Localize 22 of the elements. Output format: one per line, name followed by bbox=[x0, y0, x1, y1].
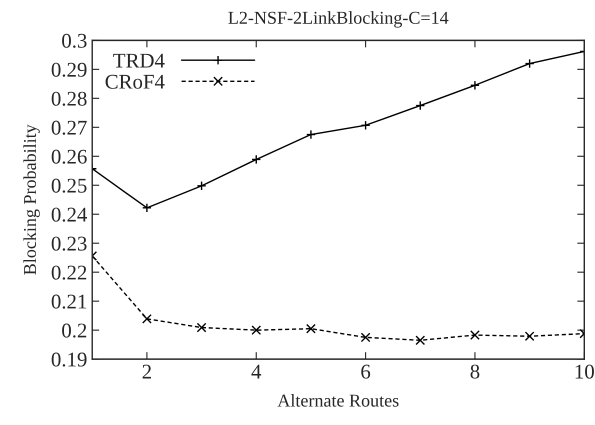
y-tick-label: 0.29 bbox=[52, 62, 87, 77]
x-tick-label: 8 bbox=[470, 364, 480, 379]
y-tick-label: 0.3 bbox=[62, 34, 87, 48]
x-tick-label: 6 bbox=[361, 364, 370, 379]
y-tick-label: 0.28 bbox=[52, 92, 87, 106]
y-tick-label: 0.26 bbox=[52, 150, 87, 164]
legend-label: TRD4 bbox=[113, 54, 165, 68]
x-tick-label: 4 bbox=[251, 364, 262, 378]
y-tick-label: 0.2 bbox=[62, 324, 86, 338]
legend-label: CRoF4 bbox=[106, 74, 165, 89]
y-tick-label: 0.27 bbox=[52, 120, 87, 135]
x-tick-label: 2 bbox=[142, 364, 151, 378]
y-tick-label: 0.25 bbox=[52, 178, 87, 193]
x-tick-label: 10 bbox=[576, 364, 594, 379]
y-tick-label: 0.21 bbox=[52, 294, 86, 309]
chart-title: L2-NSF-2LinkBlocking-C=14 bbox=[228, 11, 448, 28]
x-axis-title: Alternate Routes bbox=[278, 394, 399, 407]
y-tick-label: 0.23 bbox=[52, 236, 87, 251]
y-tick-label: 0.24 bbox=[52, 208, 88, 222]
y-tick-label: 0.19 bbox=[52, 352, 87, 367]
y-tick-label: 0.22 bbox=[52, 266, 86, 280]
y-axis-title: Blocking Probability bbox=[23, 124, 40, 275]
